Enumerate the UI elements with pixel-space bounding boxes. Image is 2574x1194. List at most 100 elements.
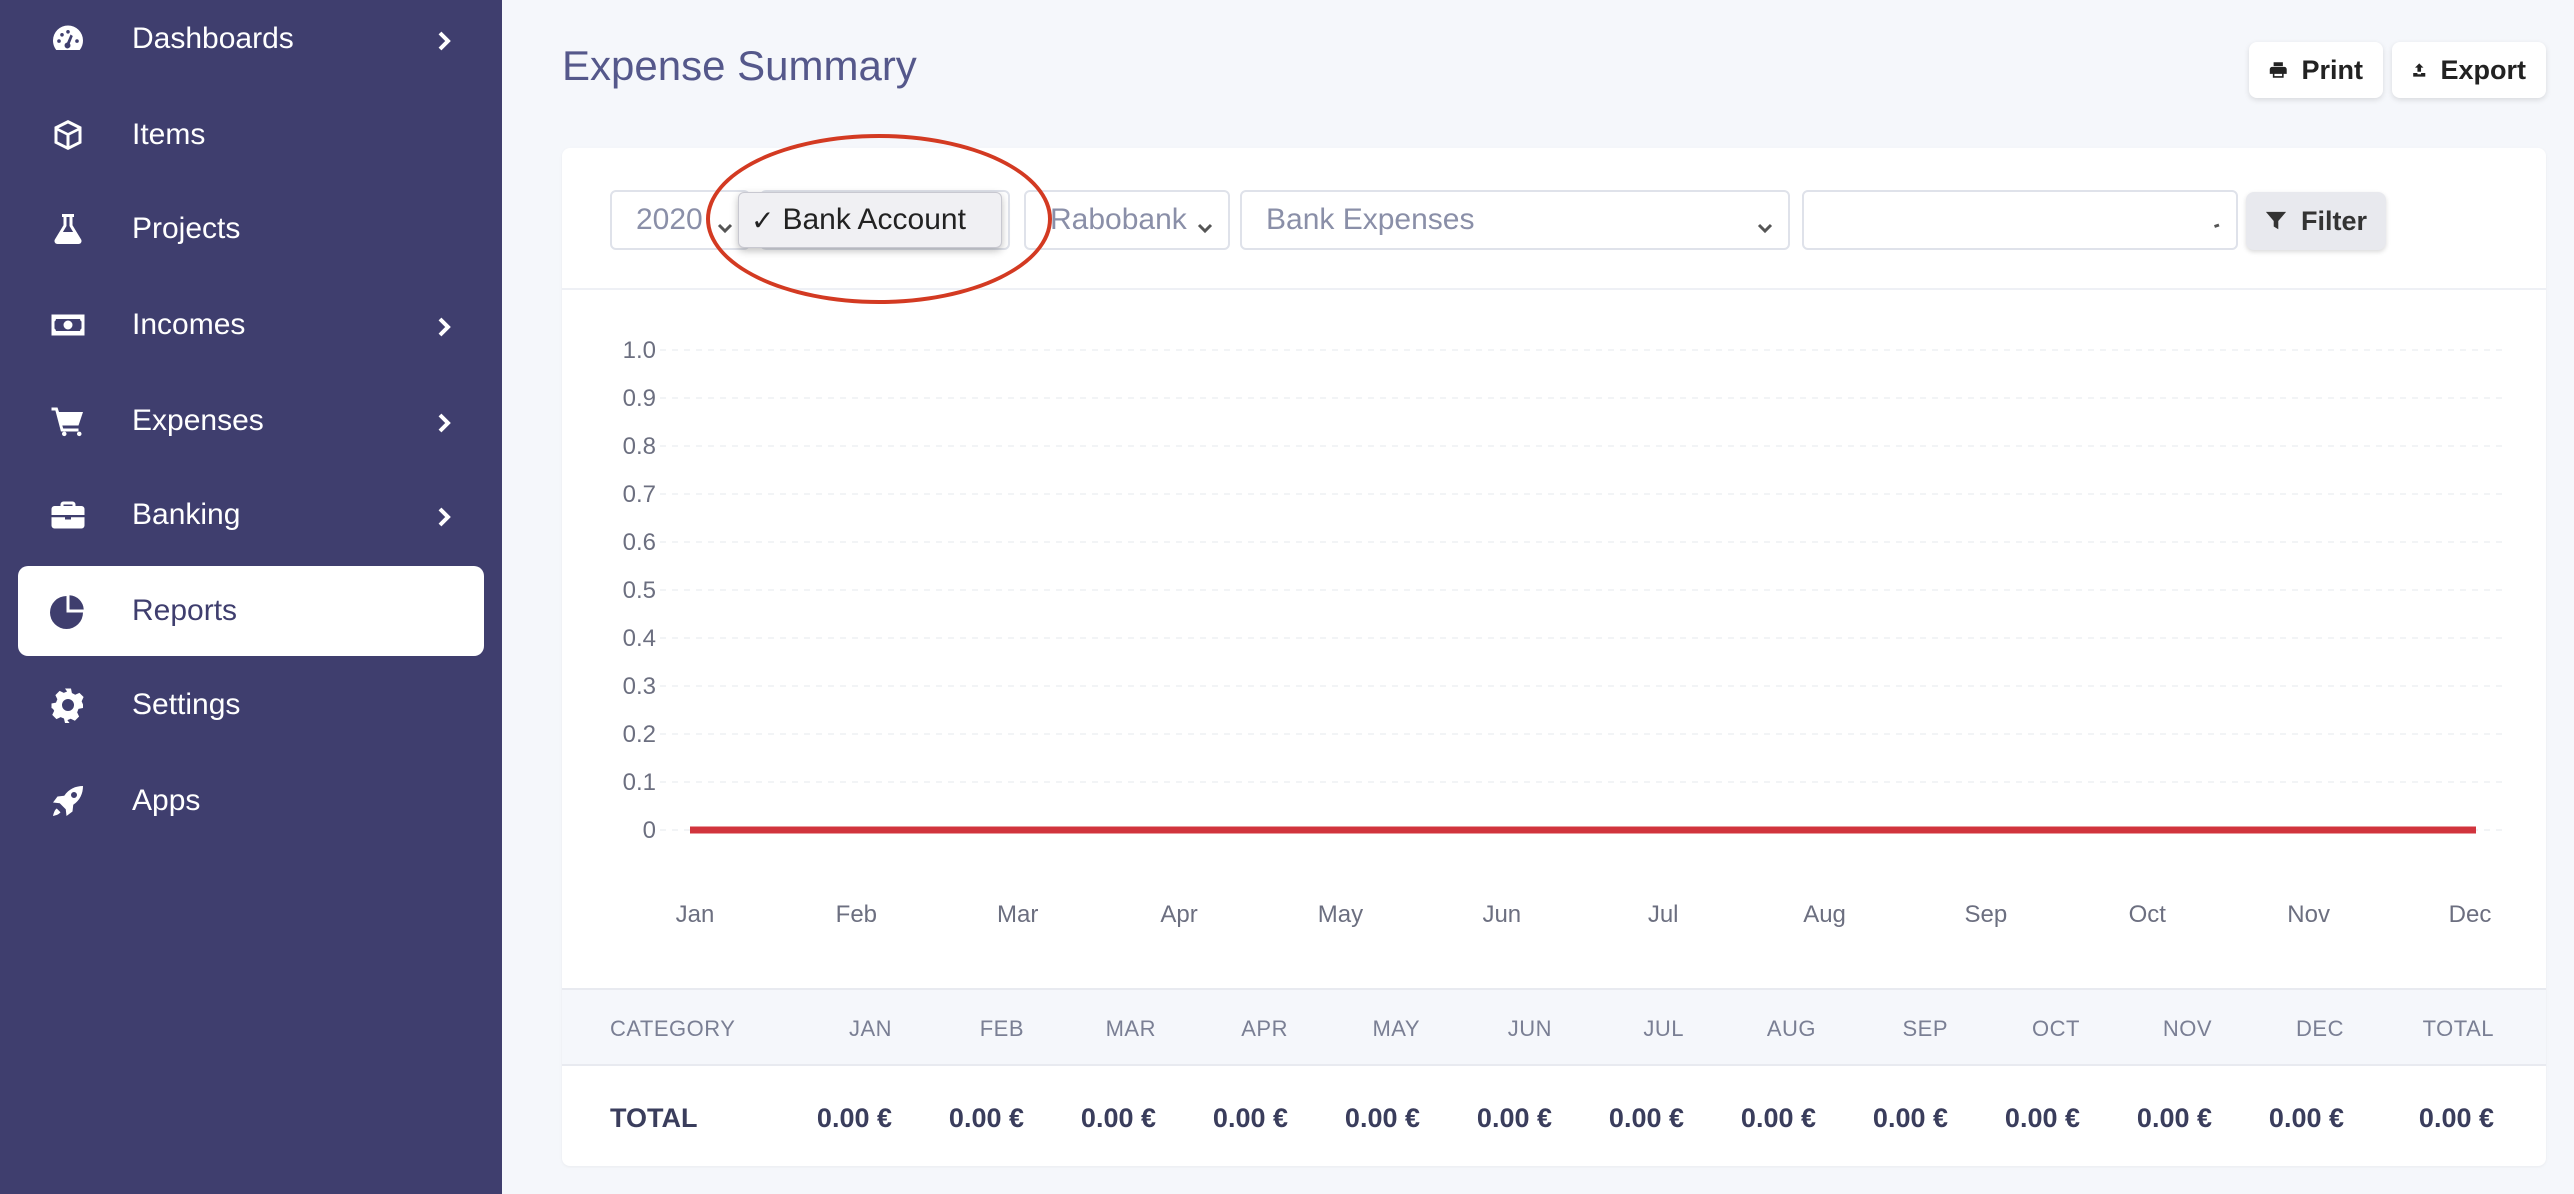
sidebar-item-projects[interactable]: Projects [18, 184, 484, 274]
x-tick-label: Mar [997, 901, 1038, 928]
sidebar-item-dashboards[interactable]: Dashboards [18, 0, 484, 84]
extra-select[interactable] [1802, 190, 2238, 250]
chevron-right-icon [432, 313, 456, 337]
x-tick-label: Jan [676, 901, 715, 928]
table-cell: 0.00 € [2418, 1103, 2494, 1133]
bank-select[interactable]: Rabobank [1024, 190, 1230, 250]
pie-chart-icon [48, 591, 88, 631]
chevron-right-icon [432, 503, 456, 527]
sidebar-item-settings[interactable]: Settings [18, 660, 484, 750]
rocket-icon [48, 781, 88, 821]
sidebar-item-label: Apps [132, 784, 201, 817]
chevron-down-icon [716, 211, 734, 234]
table-cell: 0.00 € [1344, 1103, 1420, 1133]
year-select-value: 2020 [636, 203, 703, 236]
sidebar-item-incomes[interactable]: Incomes [18, 280, 484, 370]
table-cell: 0.00 € [1080, 1103, 1156, 1133]
sidebar-item-label: Settings [132, 688, 241, 721]
column-header: MAR [1105, 1016, 1156, 1041]
x-tick-label: Oct [2129, 901, 2167, 928]
table-cell: 0.00 € [948, 1103, 1024, 1133]
y-tick-label: 0.3 [623, 673, 656, 700]
sidebar-item-label: Expenses [132, 404, 264, 437]
x-tick-label: Nov [2287, 901, 2330, 928]
x-tick-label: Jul [1648, 901, 1679, 928]
sidebar-item-banking[interactable]: Banking [18, 470, 484, 560]
print-icon [2269, 62, 2287, 78]
column-header: CATEGORY [610, 1016, 736, 1041]
y-tick-label: 0.9 [623, 385, 656, 412]
year-select[interactable]: 2020 [610, 190, 750, 250]
table-header: CATEGORY JAN FEB MAR APR MAY JUN JUL AUG SEP OCT NO… [562, 988, 2546, 1066]
table-cell: 0.00 € [2268, 1103, 2344, 1133]
filter-button[interactable]: Filter [2246, 192, 2386, 250]
chevron-down-icon [1196, 211, 1214, 234]
table-cell: 0.00 € [1872, 1103, 1948, 1133]
chevron-up-icon [2204, 211, 2222, 229]
y-tick-label: 0.5 [623, 577, 656, 604]
column-header: SEP [1902, 1016, 1948, 1041]
gear-icon [48, 685, 88, 725]
table-cell: 0.00 € [816, 1103, 892, 1133]
column-header: AUG [1766, 1016, 1816, 1041]
table-cell: 0.00 € [1740, 1103, 1816, 1133]
page-title: Expense Summary [562, 42, 917, 89]
column-header: JUN [1507, 1016, 1552, 1041]
money-icon [48, 305, 88, 345]
filter-bar: 2020 Rabobank Bank Expenses ✓ Bank Accou… [562, 148, 2546, 290]
sidebar-item-label: Incomes [132, 308, 246, 341]
checkmark-icon: ✓ [751, 204, 775, 236]
x-tick-label: Jun [1482, 901, 1521, 928]
table-cell: 0.00 € [1212, 1103, 1288, 1133]
sidebar: Dashboards Items Projects Incomes Expens… [0, 0, 502, 1194]
y-tick-label: 0.2 [623, 721, 656, 748]
total-label: TOTAL [610, 1103, 698, 1133]
table-cell: 0.00 € [1608, 1103, 1684, 1133]
dashboard-icon [48, 19, 88, 59]
table-cell: 0.00 € [2136, 1103, 2212, 1133]
upload-icon [2413, 63, 2426, 77]
chevron-right-icon [432, 27, 456, 51]
y-tick-label: 0.8 [623, 433, 656, 460]
box-icon [48, 115, 88, 155]
column-header: MAY [1372, 1016, 1420, 1041]
account-type-dropdown-option[interactable]: ✓ Bank Account [738, 192, 1002, 248]
x-tick-label: Sep [1965, 901, 2008, 928]
category-select[interactable]: Bank Expenses [1240, 190, 1790, 250]
x-tick-label: Dec [2449, 901, 2492, 928]
column-header: FEB [979, 1016, 1024, 1041]
column-header: TOTAL [2422, 1016, 2494, 1041]
y-tick-label: 0.6 [623, 529, 656, 556]
flask-icon [48, 209, 88, 249]
table-cell: 0.00 € [2004, 1103, 2080, 1133]
sidebar-item-apps[interactable]: Apps [18, 756, 484, 846]
y-tick-label: 0.1 [623, 769, 656, 796]
sidebar-item-label: Projects [132, 212, 241, 245]
sidebar-item-expenses[interactable]: Expenses [18, 376, 484, 466]
filter-icon [2265, 211, 2287, 230]
y-tick-label: 1.0 [623, 337, 656, 364]
category-select-value: Bank Expenses [1266, 203, 1475, 236]
column-header: NOV [2162, 1016, 2212, 1041]
sidebar-item-label: Dashboards [132, 22, 294, 55]
sidebar-item-label: Items [132, 118, 206, 151]
y-tick-label: 0.4 [623, 625, 656, 652]
print-label: Print [2301, 54, 2363, 85]
sidebar-item-reports[interactable]: Reports [18, 566, 484, 656]
export-button[interactable]: Export [2392, 42, 2546, 98]
sidebar-item-items[interactable]: Items [18, 90, 484, 180]
column-header: OCT [2032, 1016, 2080, 1041]
column-header: JUL [1643, 1016, 1684, 1041]
sidebar-item-label: Banking [132, 498, 241, 531]
table-row: TOTAL 0.00 € 0.00 € 0.00 € 0.00 € 0.00 € 0.00 … [562, 1066, 2546, 1170]
print-button[interactable]: Print [2249, 42, 2383, 98]
export-label: Export [2440, 54, 2526, 85]
sidebar-item-label: Reports [132, 594, 238, 627]
x-tick-label: Feb [836, 901, 877, 928]
filter-label: Filter [2300, 205, 2367, 236]
column-header: JAN [848, 1016, 892, 1041]
cart-icon [48, 401, 88, 441]
chevron-right-icon [432, 409, 456, 433]
x-tick-label: May [1318, 901, 1363, 928]
bank-select-value: Rabobank [1050, 203, 1187, 236]
